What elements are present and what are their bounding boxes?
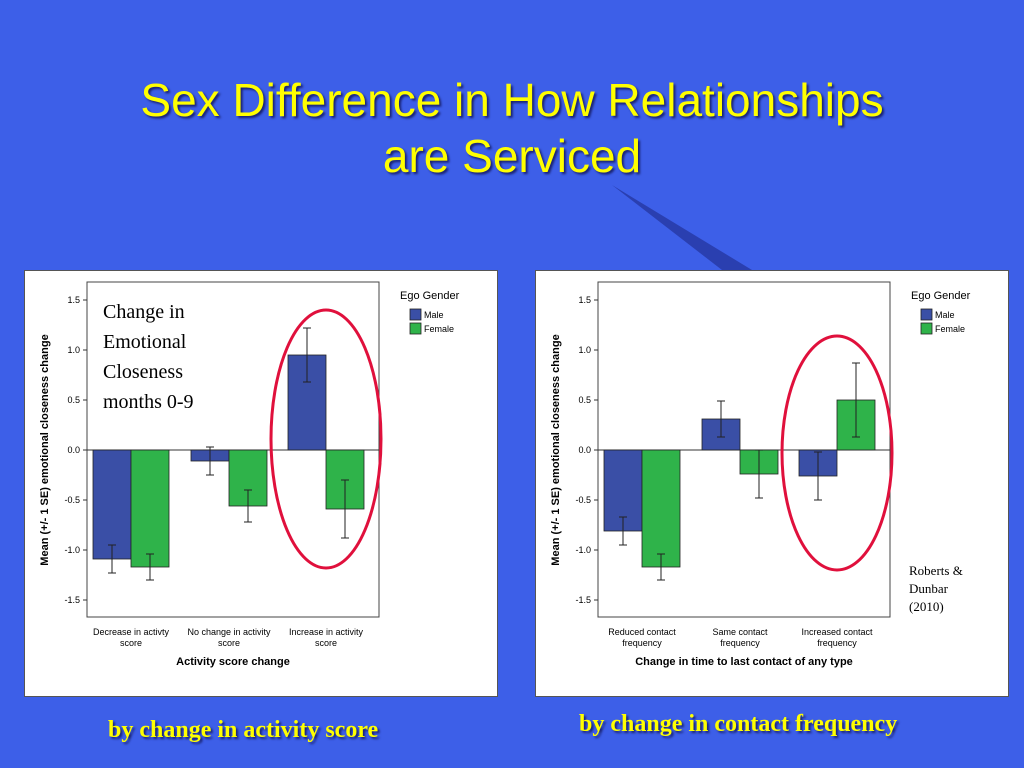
x-tick-label: frequency [720, 638, 760, 648]
legend: Ego Gender Male Female [400, 290, 460, 335]
legend-swatch-female [920, 322, 933, 335]
y-tick-label: 0.5 [67, 395, 80, 405]
y-tick-label: -0.5 [575, 495, 591, 505]
y-tick-label: -0.5 [64, 495, 80, 505]
highlight-ellipse [780, 334, 894, 572]
y-axis: 1.5 1.0 0.5 0.0 -0.5 -1.0 -1.5 [64, 295, 87, 605]
y-tick-label: 0.0 [578, 445, 591, 455]
y-tick-label: 0.5 [578, 395, 591, 405]
x-tick-label: Reduced contact [608, 627, 676, 637]
x-tick-label: Increased contact [801, 627, 873, 637]
chart-note-line: months 0-9 [103, 391, 194, 413]
slide-title: Sex Difference in How Relationships are … [0, 72, 1024, 184]
chart-panel-contact: 1.5 1.0 0.5 0.0 -0.5 -1.0 -1.5 Mean (+/- 1 SE) … [535, 270, 1009, 697]
caption-left: by change in activity score [108, 717, 379, 743]
legend-swatch-male [920, 308, 933, 321]
citation: Roberts & Dunbar (2010) [909, 562, 963, 616]
bars [92, 327, 365, 581]
bars [603, 362, 876, 581]
x-axis-label: Activity score change [176, 656, 290, 668]
y-tick-label: 1.0 [578, 345, 591, 355]
legend-swatch-male [409, 308, 422, 321]
y-axis: 1.5 1.0 0.5 0.0 -0.5 -1.0 -1.5 [575, 295, 598, 605]
legend-title: Ego Gender [911, 290, 971, 302]
y-tick-label: -1.5 [575, 595, 591, 605]
legend-title: Ego Gender [400, 290, 460, 302]
legend-label-male: Male [935, 310, 955, 320]
x-tick-label: score [120, 638, 142, 648]
y-tick-label: -1.0 [64, 545, 80, 555]
legend-label-male: Male [424, 310, 444, 320]
highlight-ellipse [269, 308, 383, 570]
slide-title-line2: are Serviced [382, 130, 642, 182]
x-tick-label: Decrease in activty [93, 627, 170, 637]
y-axis-label: Mean (+/- 1 SE) emotional closeness chan… [39, 334, 51, 565]
chart-note-line: Closeness [103, 361, 183, 383]
chart-activity-score: 1.5 1.0 0.5 0.0 -0.5 -1.0 -1.5 Mean (+/- 1 SE) … [39, 281, 460, 668]
x-tick-label: Increase in activity [289, 627, 364, 637]
x-tick-label: No change in activity [187, 627, 271, 637]
y-tick-label: 1.5 [578, 295, 591, 305]
chart-note: Change in Emotional Closeness months 0-9 [103, 297, 194, 417]
caption-right: by change in contact frequency [579, 711, 898, 737]
x-axis-label: Change in time to last contact of any ty… [635, 656, 853, 668]
chart-panel-activity: 1.5 1.0 0.5 0.0 -0.5 -1.0 -1.5 Mean (+/- 1 SE) … [24, 270, 498, 697]
chart-note-line: Change in [103, 301, 185, 323]
citation-line: Roberts & [909, 563, 963, 578]
legend-label-female: Female [935, 324, 965, 334]
chart-note-line: Emotional [103, 331, 187, 353]
x-tick-label: frequency [817, 638, 857, 648]
x-tick-label: score [315, 638, 337, 648]
y-tick-label: 1.0 [67, 345, 80, 355]
bar-male-1 [92, 449, 132, 560]
legend: Ego Gender Male Female [911, 290, 971, 335]
x-tick-label: frequency [622, 638, 662, 648]
slide-title-line1: Sex Difference in How Relationships [140, 74, 884, 126]
y-tick-label: -1.0 [575, 545, 591, 555]
legend-swatch-female [409, 322, 422, 335]
chart-contact-frequency: 1.5 1.0 0.5 0.0 -0.5 -1.0 -1.5 Mean (+/- 1 SE) … [550, 281, 971, 668]
y-axis-label: Mean (+/- 1 SE) emotional closeness chan… [550, 334, 562, 565]
x-tick-label: Same contact [712, 627, 768, 637]
bar-female-1 [130, 449, 170, 568]
y-tick-label: 1.5 [67, 295, 80, 305]
y-tick-label: 0.0 [67, 445, 80, 455]
bar-female-1 [641, 449, 681, 568]
legend-label-female: Female [424, 324, 454, 334]
citation-line: Dunbar [909, 581, 948, 596]
citation-line: (2010) [909, 599, 944, 614]
x-tick-label: score [218, 638, 240, 648]
y-tick-label: -1.5 [64, 595, 80, 605]
